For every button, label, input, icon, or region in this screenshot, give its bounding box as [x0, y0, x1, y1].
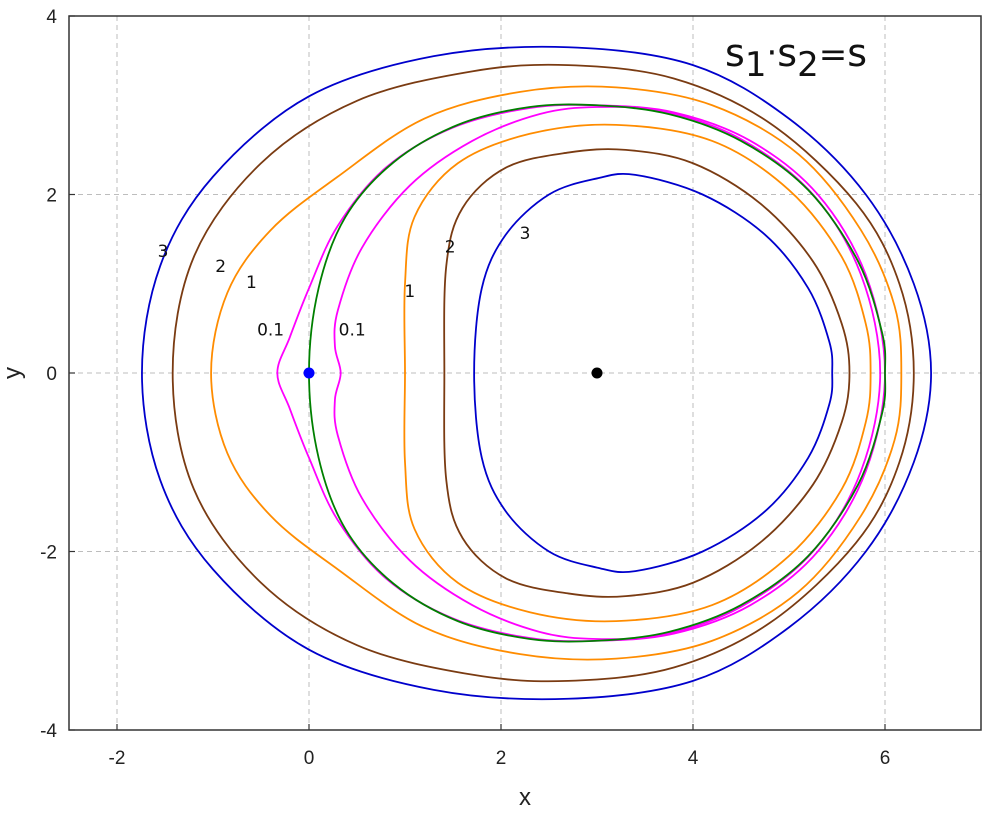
- contour-line: [171, 63, 915, 683]
- contour-line: [210, 85, 903, 661]
- x-axis-ticks: -2 0 2 4 6: [109, 724, 891, 769]
- contour-line: [308, 103, 887, 643]
- contour-line: [403, 123, 872, 623]
- contour-line: [473, 172, 834, 574]
- formula-part: ·: [766, 33, 777, 73]
- y-tick-label: 0: [46, 364, 57, 385]
- x-tick-label: 2: [496, 748, 507, 769]
- formula-part: 1: [745, 45, 767, 85]
- contour-line: [333, 105, 882, 641]
- contour-label: 1: [404, 282, 415, 302]
- formula-annotation: s1·s2=s: [725, 31, 867, 85]
- contour-label: 2: [215, 257, 226, 277]
- x-tick-label: 6: [880, 748, 891, 769]
- contour-label: 1: [246, 273, 257, 293]
- formula-part: =: [819, 35, 848, 75]
- contour-label: 3: [520, 224, 531, 244]
- contour-label: 2: [445, 238, 456, 258]
- y-tick-label: 2: [46, 186, 57, 207]
- y-axis-title: y: [0, 367, 26, 379]
- y-axis-ticks: -4 -2 0 2 4: [40, 7, 75, 742]
- x-axis-title: x: [519, 784, 531, 811]
- formula-part: s: [847, 31, 867, 75]
- x-tick-label: -2: [109, 748, 126, 769]
- x-tick-label: 0: [304, 748, 315, 769]
- formula-part: s: [725, 31, 745, 75]
- y-tick-label: -4: [40, 721, 57, 742]
- y-tick-label: 4: [46, 7, 57, 28]
- marked-points: [303, 367, 603, 379]
- marked-point: [303, 367, 315, 379]
- series-curves: [141, 45, 932, 701]
- contour-line: [443, 148, 851, 598]
- y-tick-label: -2: [40, 543, 57, 564]
- x-tick-label: 4: [688, 748, 699, 769]
- contour-label: 3: [158, 242, 169, 262]
- contour-label: 0.1: [339, 321, 366, 341]
- marked-point: [591, 367, 603, 379]
- formula-part: s: [777, 31, 797, 75]
- contour-line: [141, 45, 932, 701]
- contour-label: 0.1: [257, 321, 284, 341]
- grid: [69, 16, 981, 730]
- formula-part: 2: [797, 45, 819, 85]
